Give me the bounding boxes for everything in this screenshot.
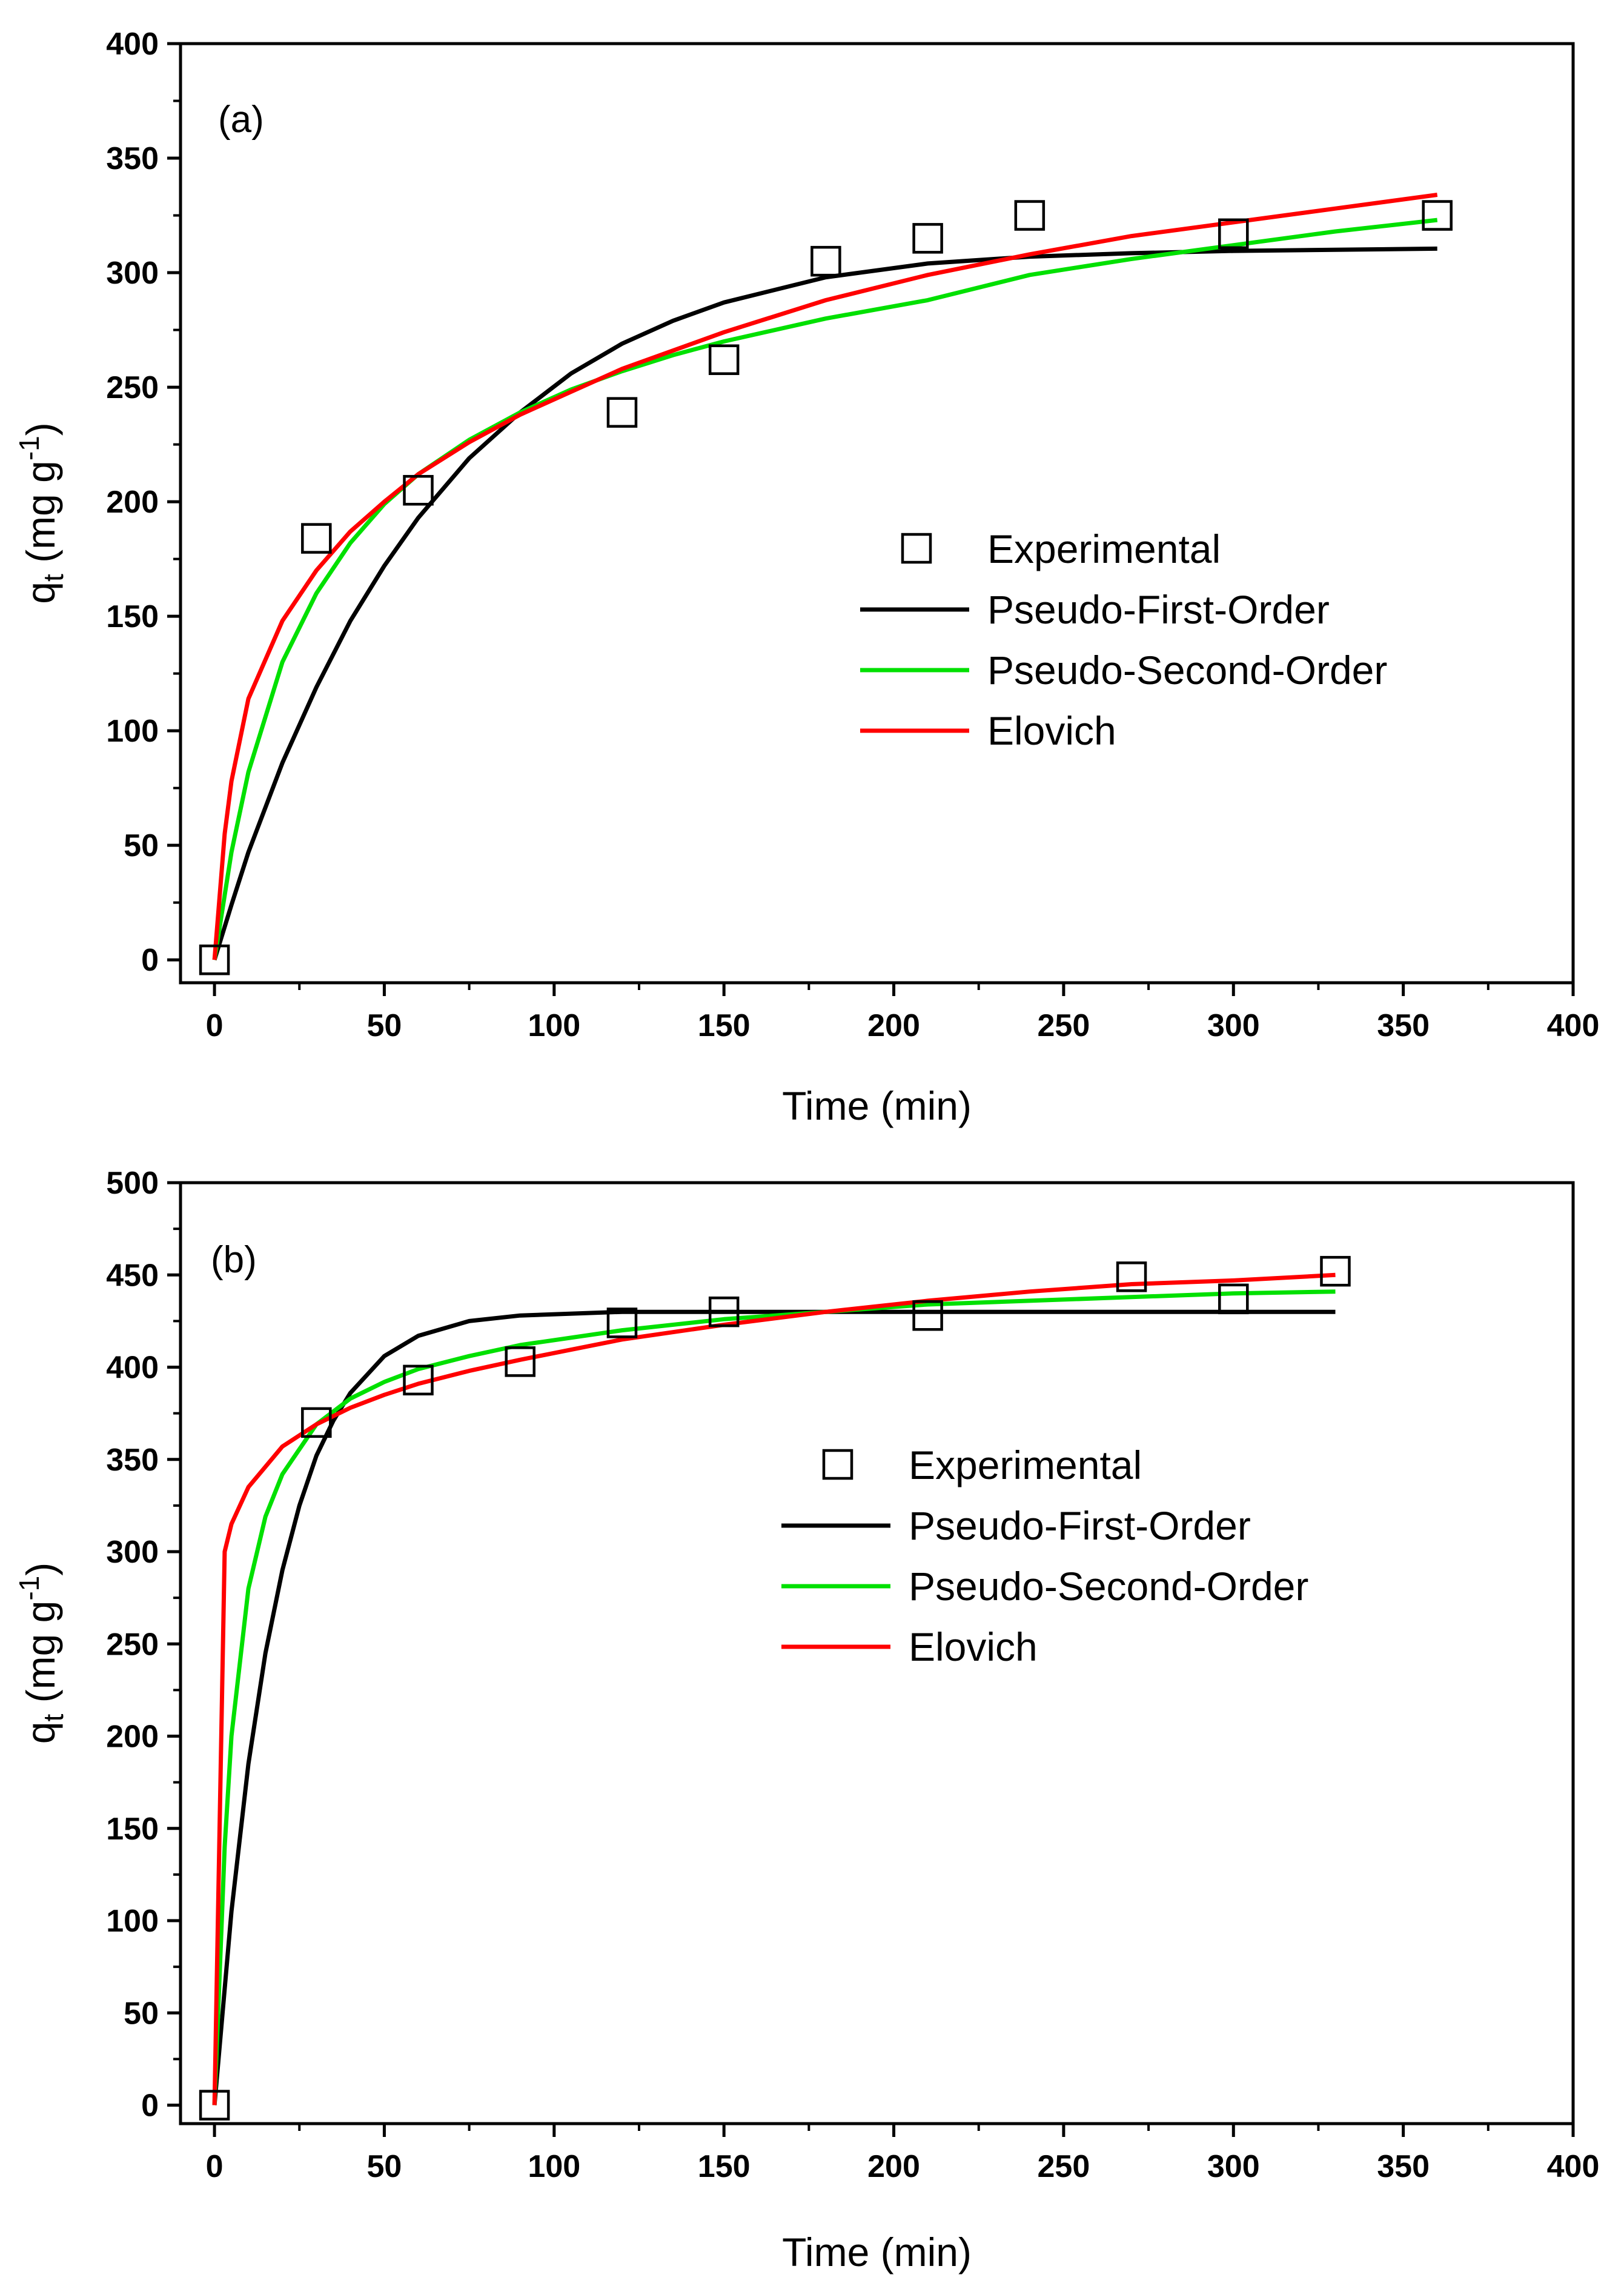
experimental-point bbox=[403, 474, 434, 506]
x-tick-label: 50 bbox=[367, 1008, 402, 1043]
legend-label: Pseudo-Second-Order bbox=[909, 1564, 1308, 1609]
experimental-point bbox=[199, 944, 230, 975]
y-tick-label: 50 bbox=[124, 1996, 159, 2031]
x-tick-label: 300 bbox=[1207, 2149, 1260, 2184]
y-tick-label: 150 bbox=[106, 599, 159, 634]
series-line-pseudo-first-order bbox=[212, 246, 1437, 961]
panel-label: (b) bbox=[211, 1239, 257, 1281]
y-tick-label: 0 bbox=[141, 943, 159, 978]
experimental-point bbox=[1218, 1283, 1249, 1315]
y-axis-title: qt (mg g-1) bbox=[13, 422, 69, 603]
y-tick-label: 0 bbox=[141, 2088, 159, 2124]
y-tick-label: 100 bbox=[106, 1904, 159, 1939]
experimental-point bbox=[1218, 218, 1249, 250]
x-tick-label: 400 bbox=[1547, 2149, 1600, 2184]
y-tick-label: 200 bbox=[106, 1719, 159, 1755]
legend-marker-experimental bbox=[822, 1449, 853, 1480]
series-line-elovich bbox=[212, 1272, 1336, 2105]
x-tick-label: 200 bbox=[867, 1008, 920, 1043]
x-tick-label: 350 bbox=[1377, 1008, 1430, 1043]
x-axis-title: Time (min) bbox=[782, 2230, 972, 2274]
y-tick-label: 50 bbox=[124, 828, 159, 863]
x-tick-label: 50 bbox=[367, 2149, 402, 2184]
legend-label: Experimental bbox=[987, 527, 1221, 571]
experimental-point bbox=[505, 1346, 535, 1377]
experimental-point bbox=[1320, 1255, 1351, 1287]
experimental-point bbox=[1116, 1261, 1147, 1292]
legend-label: Pseudo-First-Order bbox=[909, 1503, 1251, 1548]
y-tick-label: 400 bbox=[106, 1351, 159, 1386]
legend-label: Pseudo-Second-Order bbox=[987, 648, 1387, 693]
y-tick-label: 400 bbox=[106, 27, 159, 62]
x-tick-label: 400 bbox=[1547, 1008, 1600, 1043]
series-line-pseudo-second-order bbox=[212, 1289, 1336, 2105]
experimental-point bbox=[403, 1364, 434, 1396]
x-tick-label: 350 bbox=[1377, 2149, 1430, 2184]
x-tick-label: 100 bbox=[528, 2149, 580, 2184]
plot-frame bbox=[179, 42, 1575, 985]
experimental-point bbox=[912, 223, 943, 254]
y-tick-label: 250 bbox=[106, 370, 159, 405]
x-axis-title: Time (min) bbox=[782, 1083, 972, 1128]
experimental-point bbox=[912, 1300, 943, 1331]
y-tick-label: 500 bbox=[106, 1166, 159, 1201]
legend-label: Pseudo-First-Order bbox=[987, 587, 1330, 632]
y-tick-label: 100 bbox=[106, 714, 159, 749]
experimental-point bbox=[606, 397, 638, 428]
x-tick-label: 0 bbox=[206, 1008, 224, 1043]
y-axis-title: qt (mg g-1) bbox=[13, 1563, 69, 1744]
legend: Experimental Pseudo-First-Order Pseudo-Sec… bbox=[860, 527, 1387, 753]
x-tick-label: 100 bbox=[528, 1008, 580, 1043]
legend-label: Experimental bbox=[909, 1443, 1142, 1487]
experimental-point bbox=[606, 1307, 638, 1338]
y-tick-label: 350 bbox=[106, 141, 159, 176]
experimental-point bbox=[301, 523, 332, 554]
series-line-pseudo-first-order bbox=[212, 1309, 1336, 2105]
experimental-point bbox=[708, 1296, 740, 1327]
y-tick-label: 300 bbox=[106, 1535, 159, 1570]
legend: Experimental Pseudo-First-Order Pseudo-Sec… bbox=[781, 1443, 1308, 1669]
plot-frame bbox=[179, 1181, 1575, 2125]
y-tick-label: 350 bbox=[106, 1443, 159, 1478]
experimental-point bbox=[301, 1407, 332, 1438]
y-tick-label: 450 bbox=[106, 1258, 159, 1293]
experimental-point bbox=[1014, 200, 1046, 231]
x-tick-label: 200 bbox=[867, 2149, 920, 2184]
y-tick-label: 200 bbox=[106, 485, 159, 520]
y-tick-label: 150 bbox=[106, 1812, 159, 1847]
x-tick-label: 300 bbox=[1207, 1008, 1260, 1043]
experimental-point bbox=[810, 245, 841, 277]
legend-marker-experimental bbox=[901, 533, 932, 564]
chart-panel-b: 0 50 100 150 200 250 300 350 400 0 50 100 150 200 250 3… bbox=[13, 1166, 1599, 2274]
y-tick-label: 250 bbox=[106, 1627, 159, 1662]
experimental-point bbox=[708, 344, 740, 375]
x-tick-label: 0 bbox=[206, 2149, 224, 2184]
legend-label: Elovich bbox=[987, 708, 1116, 753]
chart-panel-a: 0 50 100 150 200 250 300 350 400 0 50 100 150 200 250 3… bbox=[13, 27, 1599, 1128]
legend-label: Elovich bbox=[909, 1624, 1038, 1669]
panel-label: (a) bbox=[218, 99, 264, 141]
x-tick-label: 250 bbox=[1038, 1008, 1090, 1043]
experimental-point bbox=[199, 2090, 230, 2121]
x-tick-label: 150 bbox=[698, 1008, 751, 1043]
x-tick-label: 250 bbox=[1038, 2149, 1090, 2184]
x-tick-label: 150 bbox=[698, 2149, 751, 2184]
series-line-elovich bbox=[212, 193, 1438, 960]
experimental-point bbox=[1422, 200, 1453, 231]
y-tick-label: 300 bbox=[106, 256, 159, 291]
